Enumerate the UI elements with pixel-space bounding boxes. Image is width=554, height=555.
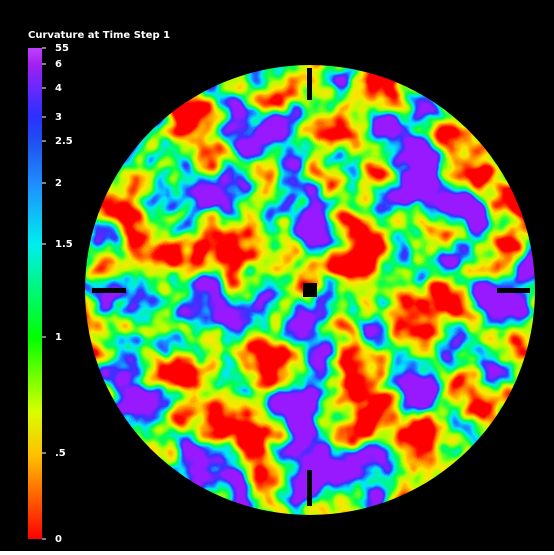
probe-marker — [307, 470, 312, 506]
colorbar — [28, 48, 42, 539]
center-marker — [303, 283, 317, 297]
tick-label: 4 — [55, 83, 62, 94]
colorbar-title: Curvature at Time Step 1 — [28, 30, 170, 41]
tick-label: 3 — [55, 112, 62, 123]
tick-label: 0 — [55, 534, 62, 545]
probe-marker — [497, 288, 530, 293]
tick-label: 1.5 — [55, 239, 73, 250]
tick-label: .5 — [55, 448, 66, 459]
tick-label: 2.5 — [55, 136, 73, 147]
probe-marker — [307, 68, 312, 100]
tick-label: 2 — [55, 178, 62, 189]
visualization: Curvature at Time Step 1 556432.521.51.5… — [0, 0, 554, 551]
probe-marker — [92, 288, 126, 293]
tick-label: 6 — [55, 59, 62, 70]
tick-label: 55 — [55, 43, 69, 54]
tick-label: 1 — [55, 332, 62, 343]
